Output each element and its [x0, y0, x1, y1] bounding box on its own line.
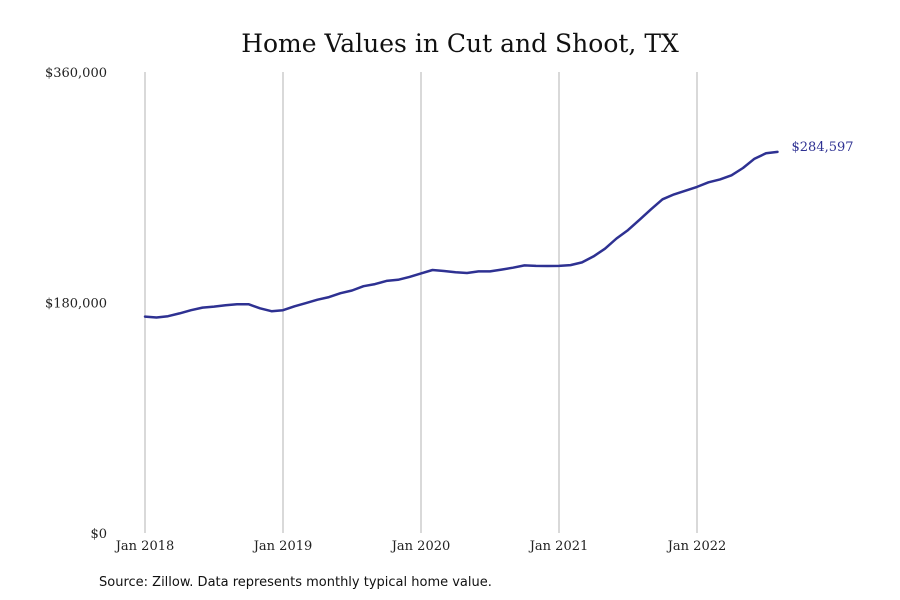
x-tick-label: Jan 2022: [666, 539, 727, 554]
source-note: Source: Zillow. Data represents monthly …: [99, 575, 492, 590]
x-axis-tick-labels: Jan 2018 Jan 2019 Jan 2020 Jan 2021 Jan 2022: [114, 539, 727, 554]
y-axis-tick-labels: $0 $180,000 $360,000: [45, 66, 107, 542]
series-lines: [143, 150, 779, 319]
y-tick-label: $0: [90, 527, 107, 542]
end-value-label: $284,597: [792, 140, 854, 155]
series-line-0: [143, 150, 779, 319]
vertical-gridlines: [144, 72, 698, 533]
x-tick-label: Jan 2020: [390, 539, 451, 554]
chart-title: Home Values in Cut and Shoot, TX: [241, 29, 679, 58]
y-tick-label: $360,000: [45, 66, 107, 81]
x-tick-label: Jan 2021: [528, 539, 589, 554]
x-tick-label: Jan 2018: [114, 539, 175, 554]
x-tick-label: Jan 2019: [252, 539, 313, 554]
y-tick-label: $180,000: [45, 297, 107, 312]
